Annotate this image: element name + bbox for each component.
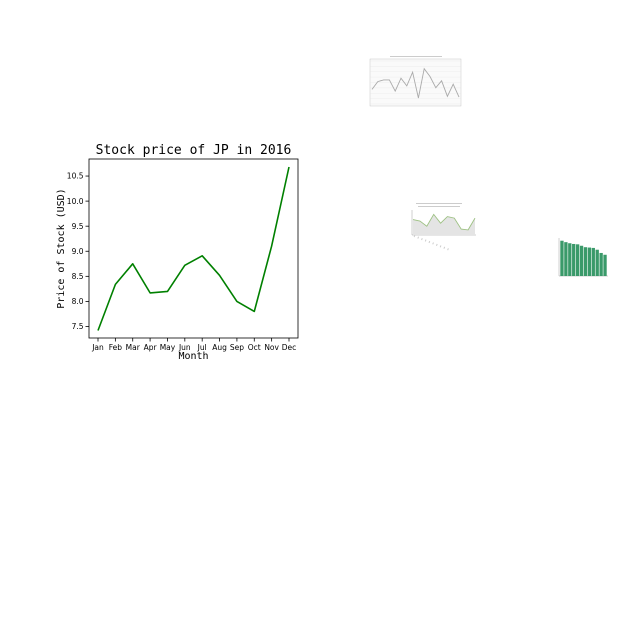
thumbnail-gridlines — [370, 60, 461, 105]
thumbnail-bar — [572, 243, 576, 276]
y-tick-label: 7.5 — [72, 322, 84, 331]
thumbnail-bar — [575, 244, 580, 276]
x-tick-label: Apr — [144, 343, 158, 352]
y-tick-label: 8.5 — [72, 272, 84, 281]
y-tick-label: 8.0 — [72, 297, 84, 306]
thumbnail-bar — [595, 249, 599, 276]
x-tick-label: Nov — [264, 343, 279, 352]
thumbnail-area-chart — [411, 203, 476, 251]
y-tick-label: 9.0 — [72, 247, 84, 256]
thumbnail-series-line — [371, 67, 460, 99]
thumbnail-bar — [564, 242, 568, 276]
thumbnail-bar — [587, 247, 592, 276]
x-tick-label: Aug — [212, 343, 227, 352]
x-tick-label: Oct — [248, 343, 261, 352]
thumbnail-bar — [568, 243, 572, 276]
thumbnail-bar — [579, 245, 584, 276]
thumbnail-bar — [560, 240, 564, 276]
x-axis-label: Month — [178, 351, 208, 362]
y-tick-label: 10.5 — [67, 172, 84, 181]
x-tick-label: Dec — [282, 343, 297, 352]
x-tick-label: Feb — [109, 343, 123, 352]
thumbnail-bar — [599, 252, 603, 276]
thumbnail-bar — [583, 247, 588, 276]
thumbnail-line-chart — [369, 56, 462, 107]
x-tick-label: Mar — [126, 343, 141, 352]
thumbnail-series-line — [412, 213, 476, 231]
y-axis-ticks: 7.5 8.0 8.5 9.0 9.5 10.0 10.5 — [67, 172, 89, 331]
y-tick-label: 9.5 — [72, 222, 84, 231]
x-tick-label: May — [160, 343, 176, 352]
y-tick-label: 10.0 — [67, 197, 84, 206]
thumbnail-bars — [560, 240, 607, 276]
chart-title: Stock price of JP in 2016 — [96, 143, 292, 158]
stock-price-line — [97, 166, 290, 331]
thumbnail-bar — [603, 254, 607, 276]
x-tick-label: Jan — [91, 343, 104, 352]
thumbnail-bar-chart — [558, 238, 608, 277]
x-tick-label: Jul — [197, 343, 207, 352]
thumbnail-area-fill — [413, 214, 475, 235]
x-axis-ticks: Jan Feb Mar Apr May Jun Jul Aug Sep Oct Nov Dec — [91, 338, 296, 352]
y-axis-label: Price of Stock (USD) — [56, 188, 67, 308]
thumbnail-bar — [591, 247, 595, 276]
x-tick-label: Jun — [178, 343, 191, 352]
x-tick-label: Sep — [230, 343, 244, 352]
plot-frame — [88, 158, 299, 339]
thumbnail-x-tick-marks — [413, 235, 451, 251]
